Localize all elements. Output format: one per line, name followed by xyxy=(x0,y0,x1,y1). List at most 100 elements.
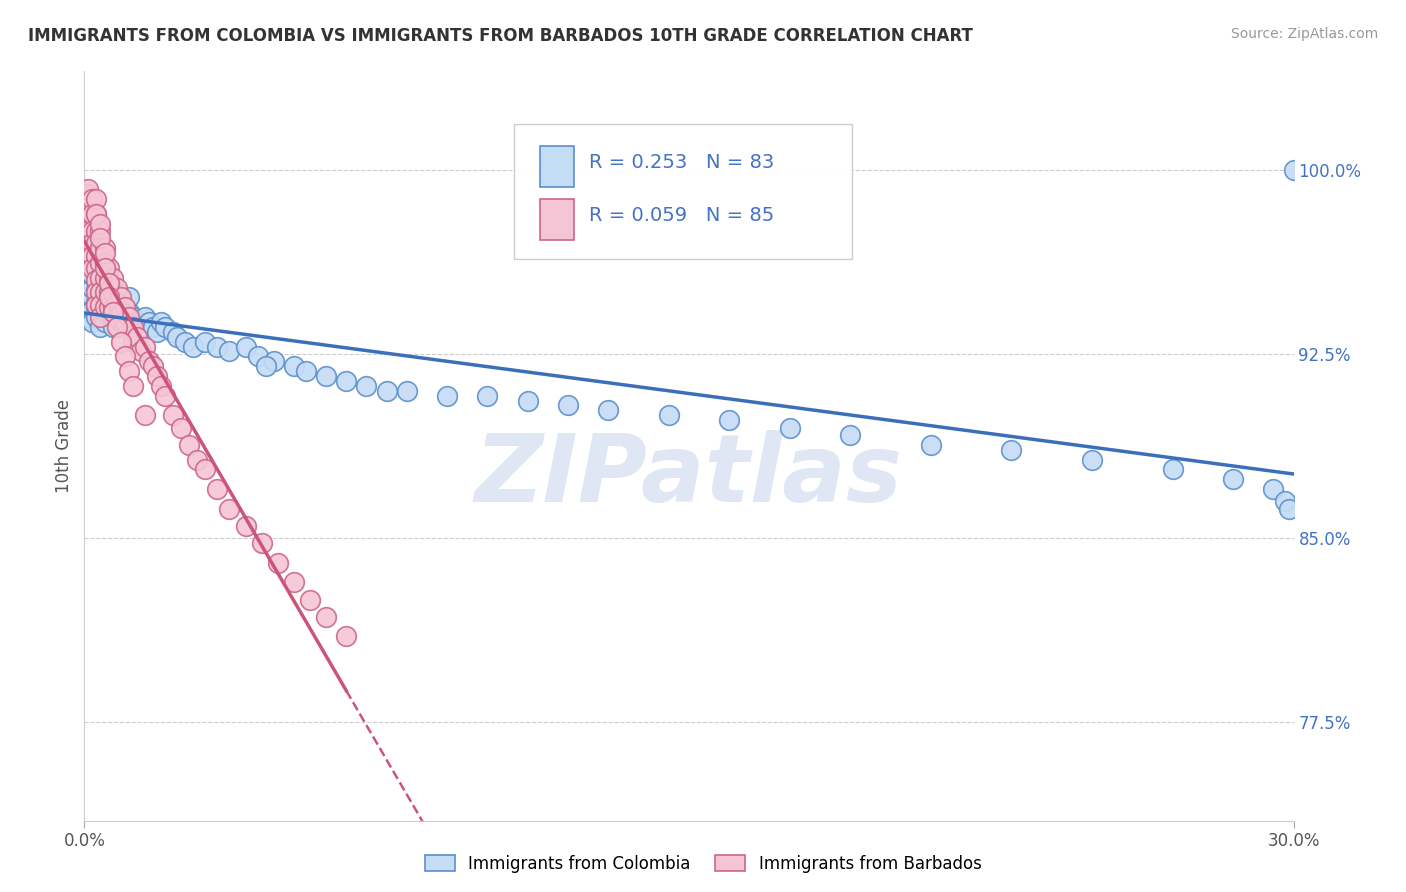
Point xyxy=(1274,494,1296,508)
Point xyxy=(153,319,176,334)
Point xyxy=(105,319,128,334)
Point xyxy=(839,428,862,442)
Point xyxy=(82,236,104,251)
Point xyxy=(86,224,108,238)
Point xyxy=(93,270,115,285)
Point xyxy=(477,389,499,403)
Point xyxy=(235,519,257,533)
Point xyxy=(218,344,240,359)
Point xyxy=(101,270,124,285)
Point xyxy=(125,315,148,329)
Point xyxy=(121,319,143,334)
Point xyxy=(77,187,100,202)
Point xyxy=(86,298,108,312)
Point xyxy=(250,536,273,550)
Point xyxy=(1263,482,1285,496)
Point xyxy=(86,207,108,221)
Point xyxy=(89,285,111,300)
Point xyxy=(134,310,156,324)
Text: IMMIGRANTS FROM COLOMBIA VS IMMIGRANTS FROM BARBADOS 10TH GRADE CORRELATION CHAR: IMMIGRANTS FROM COLOMBIA VS IMMIGRANTS F… xyxy=(28,27,973,45)
Point xyxy=(395,384,418,398)
Point xyxy=(101,310,124,324)
Point xyxy=(129,344,152,359)
Point xyxy=(89,217,111,231)
Point xyxy=(89,305,111,319)
Point xyxy=(77,310,100,324)
Point xyxy=(207,482,229,496)
Point xyxy=(86,300,108,314)
Point xyxy=(1222,472,1244,486)
Point xyxy=(118,305,141,319)
Point xyxy=(97,276,120,290)
Point xyxy=(516,393,538,408)
Point xyxy=(110,305,132,319)
Point xyxy=(82,260,104,275)
Point xyxy=(86,295,108,310)
Point xyxy=(86,260,108,275)
Legend: Immigrants from Colombia, Immigrants from Barbados: Immigrants from Colombia, Immigrants fro… xyxy=(418,848,988,880)
Text: R = 0.059   N = 85: R = 0.059 N = 85 xyxy=(589,206,773,226)
Point xyxy=(77,211,100,226)
Point xyxy=(93,246,115,260)
Point xyxy=(82,192,104,206)
Point xyxy=(267,556,290,570)
Point xyxy=(263,354,285,368)
Point xyxy=(299,592,322,607)
Point xyxy=(149,379,172,393)
Point xyxy=(82,207,104,221)
Point xyxy=(110,334,132,349)
Bar xyxy=(540,146,574,187)
Point xyxy=(129,319,152,334)
Point xyxy=(134,409,156,423)
Point xyxy=(436,389,458,403)
Point xyxy=(97,293,120,307)
Point xyxy=(134,339,156,353)
Point xyxy=(114,300,136,314)
Point xyxy=(146,369,169,384)
Point xyxy=(93,256,115,270)
Point xyxy=(82,315,104,329)
Point xyxy=(89,256,111,270)
Point xyxy=(86,192,108,206)
Point xyxy=(77,298,100,312)
Point xyxy=(1282,162,1305,177)
Point xyxy=(375,384,398,398)
Point xyxy=(174,334,197,349)
Point xyxy=(779,420,801,434)
Point xyxy=(121,334,143,349)
Point xyxy=(105,302,128,317)
Point xyxy=(356,379,378,393)
Point xyxy=(179,438,201,452)
Point xyxy=(162,409,184,423)
Point xyxy=(89,231,111,245)
Point xyxy=(138,315,160,329)
Point xyxy=(93,285,115,300)
Point xyxy=(86,249,108,263)
Point xyxy=(110,315,132,329)
Point xyxy=(89,298,111,312)
Point xyxy=(93,241,115,255)
Point xyxy=(101,319,124,334)
Point xyxy=(89,310,111,324)
Point xyxy=(125,329,148,343)
Point xyxy=(86,207,108,221)
Point xyxy=(97,300,120,314)
Point xyxy=(105,295,128,310)
Point xyxy=(105,280,128,294)
Point xyxy=(82,249,104,263)
Point xyxy=(114,300,136,314)
Point xyxy=(89,270,111,285)
Point xyxy=(89,319,111,334)
Point xyxy=(315,609,337,624)
Point xyxy=(101,305,124,319)
Point xyxy=(101,290,124,304)
Point xyxy=(121,379,143,393)
Point xyxy=(86,283,108,297)
Point xyxy=(86,310,108,324)
Point xyxy=(93,285,115,300)
Point xyxy=(97,285,120,300)
Point xyxy=(598,403,620,417)
Point xyxy=(97,273,120,287)
Point xyxy=(97,308,120,322)
Point xyxy=(77,285,100,300)
